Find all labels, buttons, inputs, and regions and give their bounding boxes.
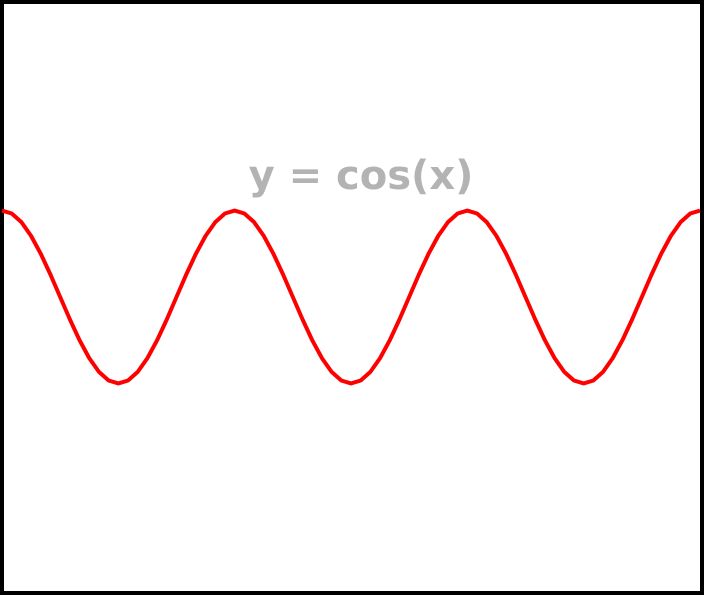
chart-title: y = cos(x) [249,153,474,199]
cosine-curve [1,208,701,386]
